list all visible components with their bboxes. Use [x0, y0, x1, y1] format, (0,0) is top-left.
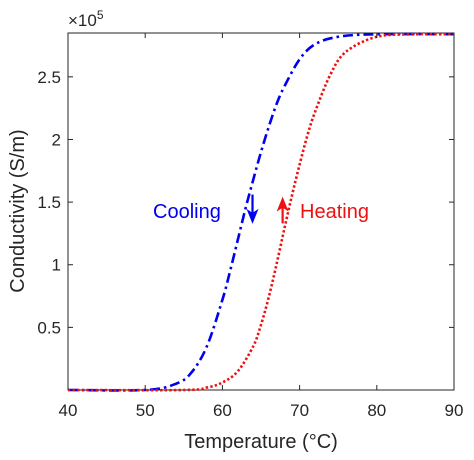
x-tick-label: 80 — [367, 401, 386, 420]
exponent-base: ×10 — [68, 11, 97, 30]
heating-arrow-head — [276, 196, 289, 212]
y-tick-label: 0.5 — [37, 318, 61, 337]
y-tick-label: 1 — [52, 256, 61, 275]
x-axis-label: Temperature (°C) — [184, 431, 338, 453]
exponent-label: ×105 — [68, 8, 104, 30]
cooling-series-line — [67, 32, 455, 392]
series-layer — [67, 32, 455, 392]
x-tick-label: 90 — [445, 401, 464, 420]
tick-layer: 40 50 60 70 80 90 0.5 1 1.5 2 2.5 — [37, 33, 463, 420]
heating-label: Heating — [300, 201, 369, 223]
x-tick-label: 50 — [136, 401, 155, 420]
cooling-arrow-head — [246, 208, 259, 224]
y-tick-label: 1.5 — [37, 193, 61, 212]
cooling-label: Cooling — [153, 201, 221, 223]
y-axis-label: Conductivity (S/m) — [7, 129, 29, 292]
x-tick-label: 70 — [290, 401, 309, 420]
y-tick-label: 2 — [52, 130, 61, 149]
x-tick-label: 60 — [213, 401, 232, 420]
plot-area — [67, 32, 455, 391]
exponent-power: 5 — [97, 8, 104, 22]
heating-series-line — [67, 32, 455, 392]
y-tick-label: 2.5 — [37, 68, 61, 87]
annotation-layer — [246, 194, 289, 224]
x-tick-label: 40 — [59, 401, 78, 420]
